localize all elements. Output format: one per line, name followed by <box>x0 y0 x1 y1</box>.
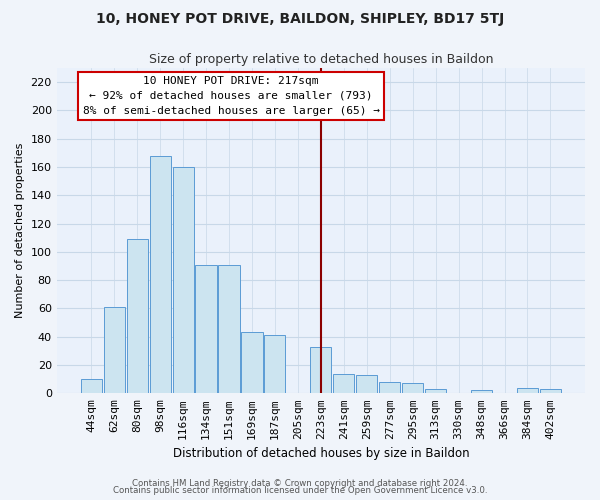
Bar <box>196 264 217 394</box>
Bar <box>333 374 355 394</box>
Bar <box>127 239 148 394</box>
Text: Contains public sector information licensed under the Open Government Licence v3: Contains public sector information licen… <box>113 486 487 495</box>
Text: Contains HM Land Registry data © Crown copyright and database right 2024.: Contains HM Land Registry data © Crown c… <box>132 478 468 488</box>
Text: 10 HONEY POT DRIVE: 217sqm
← 92% of detached houses are smaller (793)
8% of semi: 10 HONEY POT DRIVE: 217sqm ← 92% of deta… <box>83 76 380 116</box>
Title: Size of property relative to detached houses in Baildon: Size of property relative to detached ho… <box>149 52 493 66</box>
Bar <box>80 379 102 394</box>
Bar <box>241 332 263 394</box>
Bar <box>402 384 423 394</box>
Text: 10, HONEY POT DRIVE, BAILDON, SHIPLEY, BD17 5TJ: 10, HONEY POT DRIVE, BAILDON, SHIPLEY, B… <box>96 12 504 26</box>
Bar <box>471 390 492 394</box>
Bar <box>517 388 538 394</box>
Y-axis label: Number of detached properties: Number of detached properties <box>15 143 25 318</box>
Bar <box>356 375 377 394</box>
X-axis label: Distribution of detached houses by size in Baildon: Distribution of detached houses by size … <box>173 447 469 460</box>
Bar <box>104 307 125 394</box>
Bar <box>149 156 170 394</box>
Bar <box>218 264 239 394</box>
Bar <box>265 336 286 394</box>
Bar <box>173 167 194 394</box>
Bar <box>425 389 446 394</box>
Bar <box>310 346 331 394</box>
Bar <box>540 389 561 394</box>
Bar <box>379 382 400 394</box>
